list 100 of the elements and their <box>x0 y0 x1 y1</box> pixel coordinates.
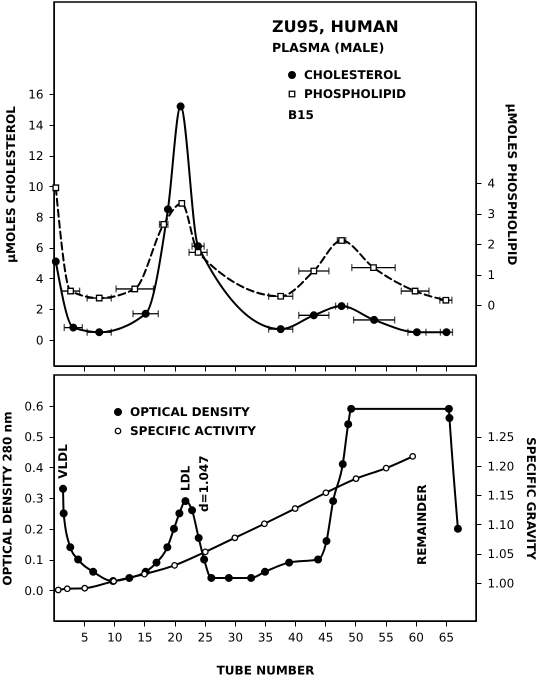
x-axis-title: TUBE NUMBER <box>216 664 314 676</box>
annotation: VLDL <box>56 444 70 479</box>
point <box>200 556 208 564</box>
point <box>54 586 62 594</box>
point <box>207 574 216 582</box>
point <box>67 288 74 294</box>
point <box>310 311 318 320</box>
point <box>164 205 172 214</box>
point <box>60 509 68 518</box>
x-tick-label: 40 <box>288 630 304 644</box>
point <box>74 556 82 564</box>
y-tick-label: 0.4 <box>24 460 44 475</box>
text: ZU95, HUMAN <box>272 17 399 36</box>
point <box>277 292 284 300</box>
y2-tick-label: 1.05 <box>488 547 514 562</box>
x-tick-label: 20 <box>167 630 183 644</box>
point <box>188 506 196 514</box>
point <box>412 328 421 336</box>
y-tick-label: 14 <box>28 118 44 132</box>
point <box>344 420 352 428</box>
y-tick-label: 6 <box>36 241 44 256</box>
point <box>163 543 172 552</box>
y2-tick-label: 1.20 <box>488 459 514 474</box>
point <box>170 524 178 533</box>
y-tick-label: 0.0 <box>24 584 44 598</box>
point <box>176 102 185 110</box>
point <box>247 574 256 582</box>
y-axis-title: OPTICAL DENSITY 280 nm <box>0 411 14 586</box>
point <box>89 568 98 576</box>
point <box>444 404 453 413</box>
x-tick-label: 45 <box>318 630 334 644</box>
y2-axis-title: μMOLES PHOSPHOLIPID <box>505 104 520 266</box>
point <box>171 562 178 569</box>
point <box>442 328 450 336</box>
y-tick-label: 0 <box>36 333 44 348</box>
point <box>131 286 138 292</box>
point <box>338 460 347 468</box>
text: PLASMA (MALE) <box>272 40 384 55</box>
y2-tick-label: 1.00 <box>488 576 514 590</box>
point <box>224 574 233 582</box>
x-tick-label: 15 <box>137 630 153 644</box>
y-tick-label: 0.2 <box>24 522 44 536</box>
legend-label: OPTICAL DENSITY <box>130 405 250 419</box>
y2-tick-label: 1.10 <box>488 518 514 532</box>
y2-tick-label: 1.15 <box>488 488 514 503</box>
point <box>445 414 454 422</box>
point <box>96 294 103 302</box>
y-tick-label: 0.6 <box>24 399 44 414</box>
y-tick-label: 2 <box>36 302 44 317</box>
point <box>52 184 60 192</box>
point <box>181 497 190 506</box>
point <box>69 324 78 332</box>
point <box>261 520 268 528</box>
point <box>314 556 322 564</box>
point <box>442 296 450 304</box>
y-tick-label: 8 <box>36 210 44 225</box>
y2-tick-label: 0 <box>488 298 496 313</box>
point <box>231 534 238 542</box>
y2-tick-label: 3 <box>488 207 496 222</box>
x-tick-label: 35 <box>258 630 274 644</box>
point <box>409 453 416 460</box>
legend-label: PHOSPHOLIPID <box>304 87 406 101</box>
y-tick-label: 0.3 <box>24 492 44 506</box>
x-tick-label: 55 <box>378 630 394 644</box>
annotation: B15 <box>288 108 314 122</box>
y2-axis-title: SPECIFIC GRAVITY <box>524 437 538 560</box>
point <box>260 568 270 576</box>
x-tick-label: 25 <box>198 630 213 644</box>
point <box>175 509 184 518</box>
y2-tick-label: 2 <box>488 238 496 252</box>
point <box>292 505 299 512</box>
x-tick-label: 10 <box>107 630 122 644</box>
annotation: LDL <box>178 465 192 492</box>
x-tick-label: 5 <box>80 630 88 644</box>
point <box>276 325 285 334</box>
point <box>322 489 330 496</box>
x-tick-label: 65 <box>438 630 454 644</box>
y-tick-label: 12 <box>28 149 44 164</box>
point <box>338 302 346 310</box>
annotation: d=1.047 <box>197 455 211 512</box>
point <box>142 310 150 318</box>
point <box>52 258 60 266</box>
point <box>322 537 330 546</box>
point <box>81 584 88 592</box>
point <box>329 497 338 506</box>
point <box>310 268 318 274</box>
y2-tick-label: 1 <box>488 268 496 282</box>
point <box>202 548 209 556</box>
x-tick-label: 50 <box>348 630 364 644</box>
point <box>285 558 294 567</box>
y-tick-label: 10 <box>28 180 44 194</box>
point <box>352 475 360 482</box>
y2-tick-label: 4 <box>488 176 496 191</box>
y-tick-label: 4 <box>36 272 44 286</box>
point <box>178 200 186 207</box>
point <box>370 316 378 324</box>
y2-tick-label: 1.25 <box>488 430 514 444</box>
y-tick-label: 0.5 <box>24 430 44 444</box>
point <box>194 534 203 542</box>
point <box>382 464 390 472</box>
